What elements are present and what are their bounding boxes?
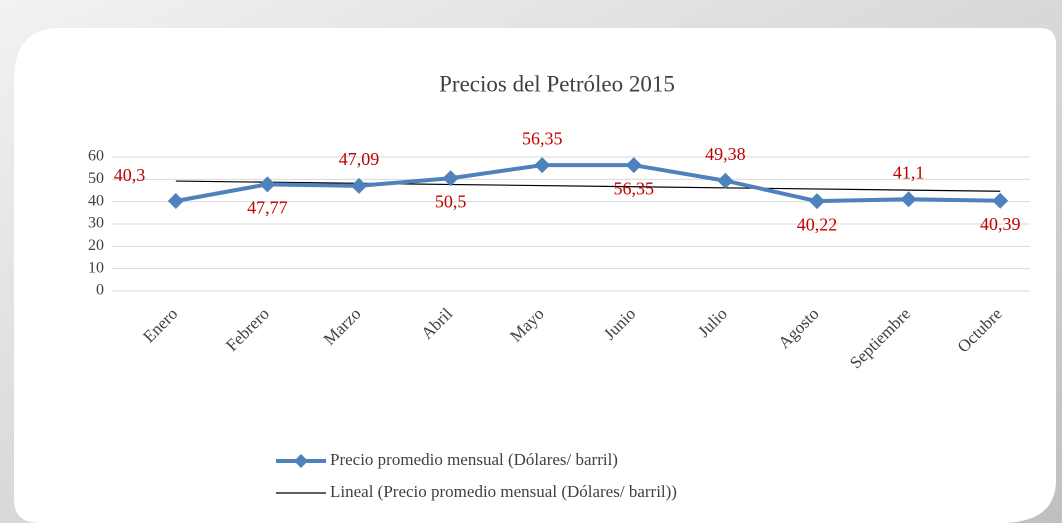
marker [625,157,642,174]
y-tick-label: 10 [88,259,104,276]
y-tick-label: 50 [88,170,104,187]
data-label: 47,77 [247,197,288,217]
marker [992,192,1009,209]
data-label: 40,39 [980,214,1021,234]
marker [442,170,459,187]
marker [534,157,551,174]
trend-line [175,180,1001,192]
data-label: 47,09 [339,149,380,169]
marker [259,176,276,193]
marker [717,172,734,189]
series-line [175,163,1001,204]
legend-marker [294,454,308,468]
y-tick-label: 20 [88,237,104,254]
data-label: 56,35 [614,178,655,198]
marker [351,177,367,194]
data-label: 41,1 [893,162,925,182]
data-label: 40,3 [114,165,146,185]
marker [809,193,825,210]
data-label: 40,22 [797,214,838,234]
panel [14,28,1056,523]
legend-label: Precio promedio mensual (Dólares/ barril… [330,450,618,469]
y-tick-label: 60 [88,148,104,165]
data-label: 56,35 [522,128,563,148]
legend-label: Lineal (Precio promedio mensual (Dólares… [330,482,677,501]
y-tick-label: 30 [88,215,104,232]
y-tick-label: 40 [88,192,104,209]
y-tick-label: 0 [96,282,104,299]
marker [900,191,917,208]
data-label: 49,38 [705,144,746,164]
chart-title: Precios del Petróleo 2015 [439,71,675,96]
data-label: 50,5 [435,191,467,211]
marker [167,192,184,209]
